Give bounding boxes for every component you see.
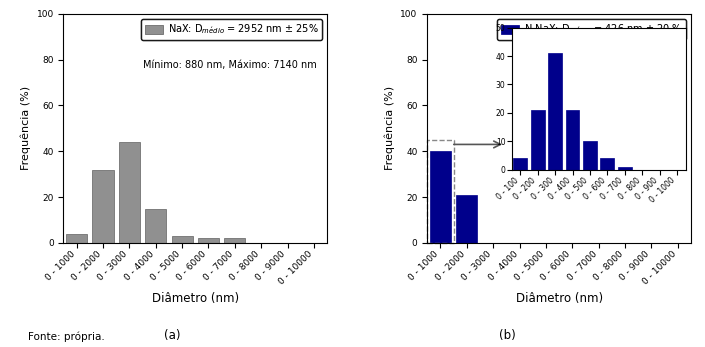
Bar xyxy=(430,151,451,243)
Bar xyxy=(427,140,453,243)
Bar xyxy=(456,195,477,243)
Bar xyxy=(171,236,192,243)
Text: Fonte: própria.: Fonte: própria. xyxy=(28,331,105,342)
Bar xyxy=(531,110,545,170)
Bar xyxy=(119,142,140,243)
Legend: N-NaX: D$_{m\acute{e}dio}$ = 426 nm ± 20 %: N-NaX: D$_{m\acute{e}dio}$ = 426 nm ± 20… xyxy=(497,19,686,40)
Text: Mínimo: 880 nm, Máximo: 7140 nm: Mínimo: 880 nm, Máximo: 7140 nm xyxy=(143,60,317,70)
Bar xyxy=(513,158,527,170)
Bar xyxy=(145,209,166,243)
X-axis label: Diâmetro (nm): Diâmetro (nm) xyxy=(152,292,239,305)
Bar xyxy=(618,167,632,170)
Bar xyxy=(548,53,562,170)
Bar xyxy=(601,158,614,170)
Bar xyxy=(66,234,87,243)
Legend: NaX: D$_{m\acute{e}dio}$ = 2952 nm ± 25%: NaX: D$_{m\acute{e}dio}$ = 2952 nm ± 25% xyxy=(142,19,322,40)
Y-axis label: Frequência (%): Frequência (%) xyxy=(20,86,31,170)
Bar xyxy=(198,238,219,243)
Text: (a): (a) xyxy=(164,329,181,342)
Text: (b): (b) xyxy=(499,329,516,342)
Text: Mínimo: 160 nm, Máximo: 760 nm: Mínimo: 160 nm, Máximo: 760 nm xyxy=(513,60,680,70)
Bar xyxy=(92,170,114,243)
Y-axis label: Frequência (%): Frequência (%) xyxy=(384,86,395,170)
Bar xyxy=(224,238,245,243)
Bar xyxy=(583,141,597,170)
Bar xyxy=(565,110,580,170)
X-axis label: Diâmetro (nm): Diâmetro (nm) xyxy=(515,292,603,305)
